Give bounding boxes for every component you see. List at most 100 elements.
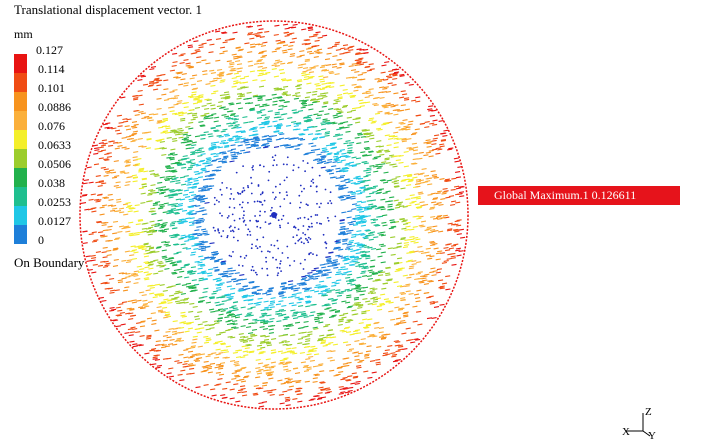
vector-mark (350, 96, 356, 99)
vector-mark (250, 45, 256, 48)
vector-mark (206, 367, 212, 370)
vector-mark (237, 228, 240, 231)
vector-mark (205, 355, 211, 358)
vector-mark (242, 285, 248, 288)
vector-mark (105, 122, 111, 125)
vector-mark (424, 291, 430, 294)
vector-mark (340, 231, 346, 233)
vector-mark (126, 307, 132, 310)
vector-mark (171, 193, 177, 196)
vector-mark (156, 84, 162, 87)
vector-mark (111, 176, 118, 179)
vector-mark (216, 166, 222, 169)
vector-mark (241, 191, 244, 194)
vector-mark (260, 250, 263, 253)
vector-mark (157, 309, 163, 312)
vector-mark (231, 155, 237, 158)
vector-mark (230, 230, 232, 233)
vector-mark (445, 275, 451, 278)
vector-mark (150, 190, 156, 192)
vector-mark (126, 161, 132, 164)
vector-mark (366, 154, 372, 157)
vector-mark (385, 267, 391, 270)
vector-mark (178, 112, 184, 115)
vector-mark (166, 357, 172, 360)
vector-mark (428, 109, 434, 112)
vector-mark (172, 320, 178, 323)
vector-mark (284, 396, 290, 399)
vector-mark (220, 106, 226, 109)
vector-mark (216, 289, 222, 291)
vector-mark (337, 137, 343, 140)
vector-mark (100, 149, 107, 152)
vector-mark (236, 92, 243, 95)
vector-mark (242, 296, 248, 299)
vector-mark (278, 334, 284, 337)
vector-mark (173, 243, 179, 246)
vector-mark (211, 160, 217, 163)
vector-mark (197, 234, 203, 237)
vector-mark (243, 354, 249, 357)
vector-mark (361, 343, 367, 345)
vector-mark (95, 200, 101, 203)
vector-mark (443, 246, 449, 249)
vector-mark (191, 91, 197, 94)
vector-mark (349, 255, 355, 258)
vector-mark (376, 140, 382, 143)
vector-mark (180, 198, 186, 201)
vector-mark (252, 130, 258, 133)
vector-mark (367, 277, 373, 280)
vector-mark (334, 310, 341, 312)
vector-mark (353, 296, 359, 299)
vector-mark (231, 127, 237, 129)
vector-mark (279, 72, 286, 75)
vector-mark (124, 332, 130, 334)
vector-mark (325, 323, 331, 326)
vector-mark (292, 94, 298, 97)
vector-mark (249, 109, 255, 112)
vector-mark (326, 153, 332, 156)
vector-mark (278, 191, 281, 194)
vector-mark (351, 62, 357, 65)
vector-mark (300, 237, 302, 240)
vector-mark (168, 294, 175, 297)
vector-mark (276, 46, 282, 49)
vector-mark (413, 173, 419, 176)
vector-mark (129, 308, 135, 311)
vector-mark (375, 145, 381, 148)
vector-mark (395, 159, 401, 162)
vector-mark (100, 166, 106, 169)
vector-mark (346, 216, 352, 219)
vector-mark (339, 168, 345, 171)
vector-mark (377, 270, 383, 273)
vector-mark (396, 203, 402, 206)
vector-mark (365, 324, 371, 327)
vector-mark (430, 229, 436, 231)
vector-mark (220, 296, 226, 299)
vector-mark (286, 194, 288, 197)
vector-mark (361, 254, 367, 257)
vector-mark (353, 249, 359, 252)
vector-mark (158, 203, 164, 206)
vector-mark (223, 351, 229, 354)
vector-mark (171, 64, 177, 67)
vector-mark (158, 270, 164, 273)
vector-mark (273, 75, 279, 78)
vector-mark (224, 95, 231, 98)
vector-mark (183, 141, 189, 144)
vector-mark (187, 271, 193, 274)
vector-mark (265, 260, 268, 263)
vector-mark (169, 203, 175, 206)
vector-mark (336, 58, 342, 61)
vector-mark (309, 185, 312, 188)
vector-mark (430, 244, 436, 247)
vector-mark (345, 51, 351, 54)
vector-mark (266, 344, 272, 347)
vector-mark (106, 249, 112, 252)
vector-mark (119, 170, 125, 173)
vector-mark (379, 86, 385, 89)
vector-mark (351, 372, 357, 375)
vector-mark (365, 132, 371, 135)
vector-mark (257, 96, 263, 99)
vector-mark (240, 367, 246, 370)
